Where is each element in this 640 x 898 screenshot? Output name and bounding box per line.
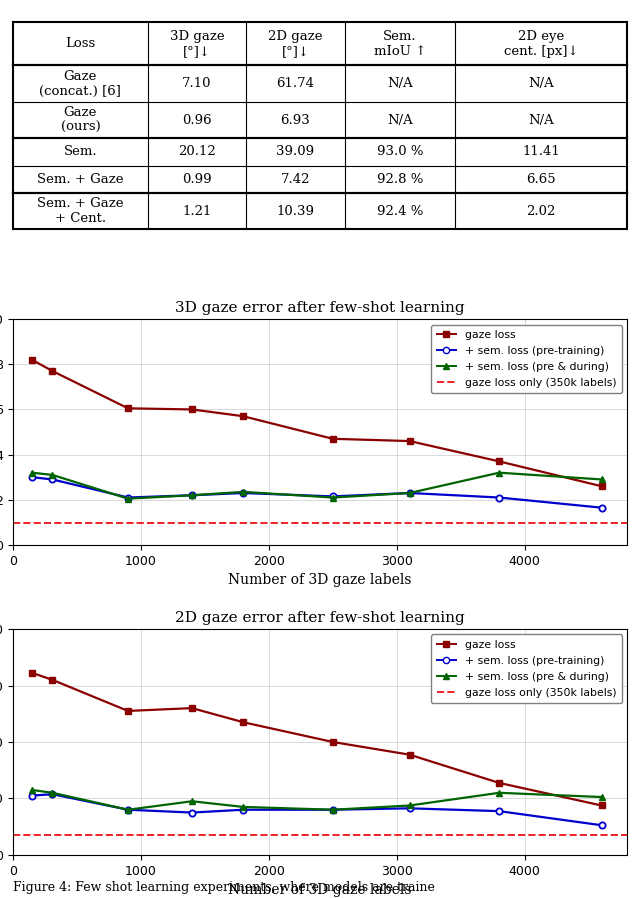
Text: Sem. + Gaze
+ Cent.: Sem. + Gaze + Cent. <box>37 197 124 225</box>
Text: Gaze
(concat.) [6]: Gaze (concat.) [6] <box>40 70 122 98</box>
Text: 61.74: 61.74 <box>276 77 314 90</box>
Text: Sem.
mIoU ↑: Sem. mIoU ↑ <box>374 30 426 57</box>
Title: 3D gaze error after few-shot learning: 3D gaze error after few-shot learning <box>175 301 465 315</box>
Title: 2D gaze error after few-shot learning: 2D gaze error after few-shot learning <box>175 612 465 625</box>
Text: 7.10: 7.10 <box>182 77 212 90</box>
Text: 2D eye
cent. [px]↓: 2D eye cent. [px]↓ <box>504 30 579 57</box>
Text: 6.65: 6.65 <box>526 173 556 186</box>
Text: 2D gaze
[°]↓: 2D gaze [°]↓ <box>268 30 323 57</box>
Text: Gaze
(ours): Gaze (ours) <box>61 106 100 134</box>
Text: 3D gaze
[°]↓: 3D gaze [°]↓ <box>170 30 225 57</box>
Legend: gaze loss, + sem. loss (pre-training), + sem. loss (pre & during), gaze loss onl: gaze loss, + sem. loss (pre-training), +… <box>431 635 622 703</box>
Text: 0.96: 0.96 <box>182 113 212 127</box>
Text: 7.42: 7.42 <box>281 173 310 186</box>
Text: N/A: N/A <box>528 113 554 127</box>
Text: 92.8 %: 92.8 % <box>377 173 423 186</box>
Text: 2.02: 2.02 <box>527 205 556 217</box>
Text: 0.99: 0.99 <box>182 173 212 186</box>
X-axis label: Number of 3D gaze labels: Number of 3D gaze labels <box>228 573 412 587</box>
Text: 93.0 %: 93.0 % <box>376 145 423 158</box>
Text: Figure 4: Few shot learning experiments, where models are traine: Figure 4: Few shot learning experiments,… <box>13 881 435 894</box>
Text: Sem. + Gaze: Sem. + Gaze <box>37 173 124 186</box>
Text: 6.93: 6.93 <box>280 113 310 127</box>
Text: Sem.: Sem. <box>63 145 97 158</box>
Text: 10.39: 10.39 <box>276 205 314 217</box>
Text: N/A: N/A <box>387 77 413 90</box>
Text: N/A: N/A <box>387 113 413 127</box>
Text: 39.09: 39.09 <box>276 145 314 158</box>
Text: 1.21: 1.21 <box>182 205 212 217</box>
Legend: gaze loss, + sem. loss (pre-training), + sem. loss (pre & during), gaze loss onl: gaze loss, + sem. loss (pre-training), +… <box>431 324 622 393</box>
Text: 11.41: 11.41 <box>522 145 560 158</box>
Text: Loss: Loss <box>65 37 95 50</box>
Text: 92.4 %: 92.4 % <box>377 205 423 217</box>
Text: 20.12: 20.12 <box>179 145 216 158</box>
Text: N/A: N/A <box>528 77 554 90</box>
X-axis label: Number of 3D gaze labels: Number of 3D gaze labels <box>228 883 412 897</box>
